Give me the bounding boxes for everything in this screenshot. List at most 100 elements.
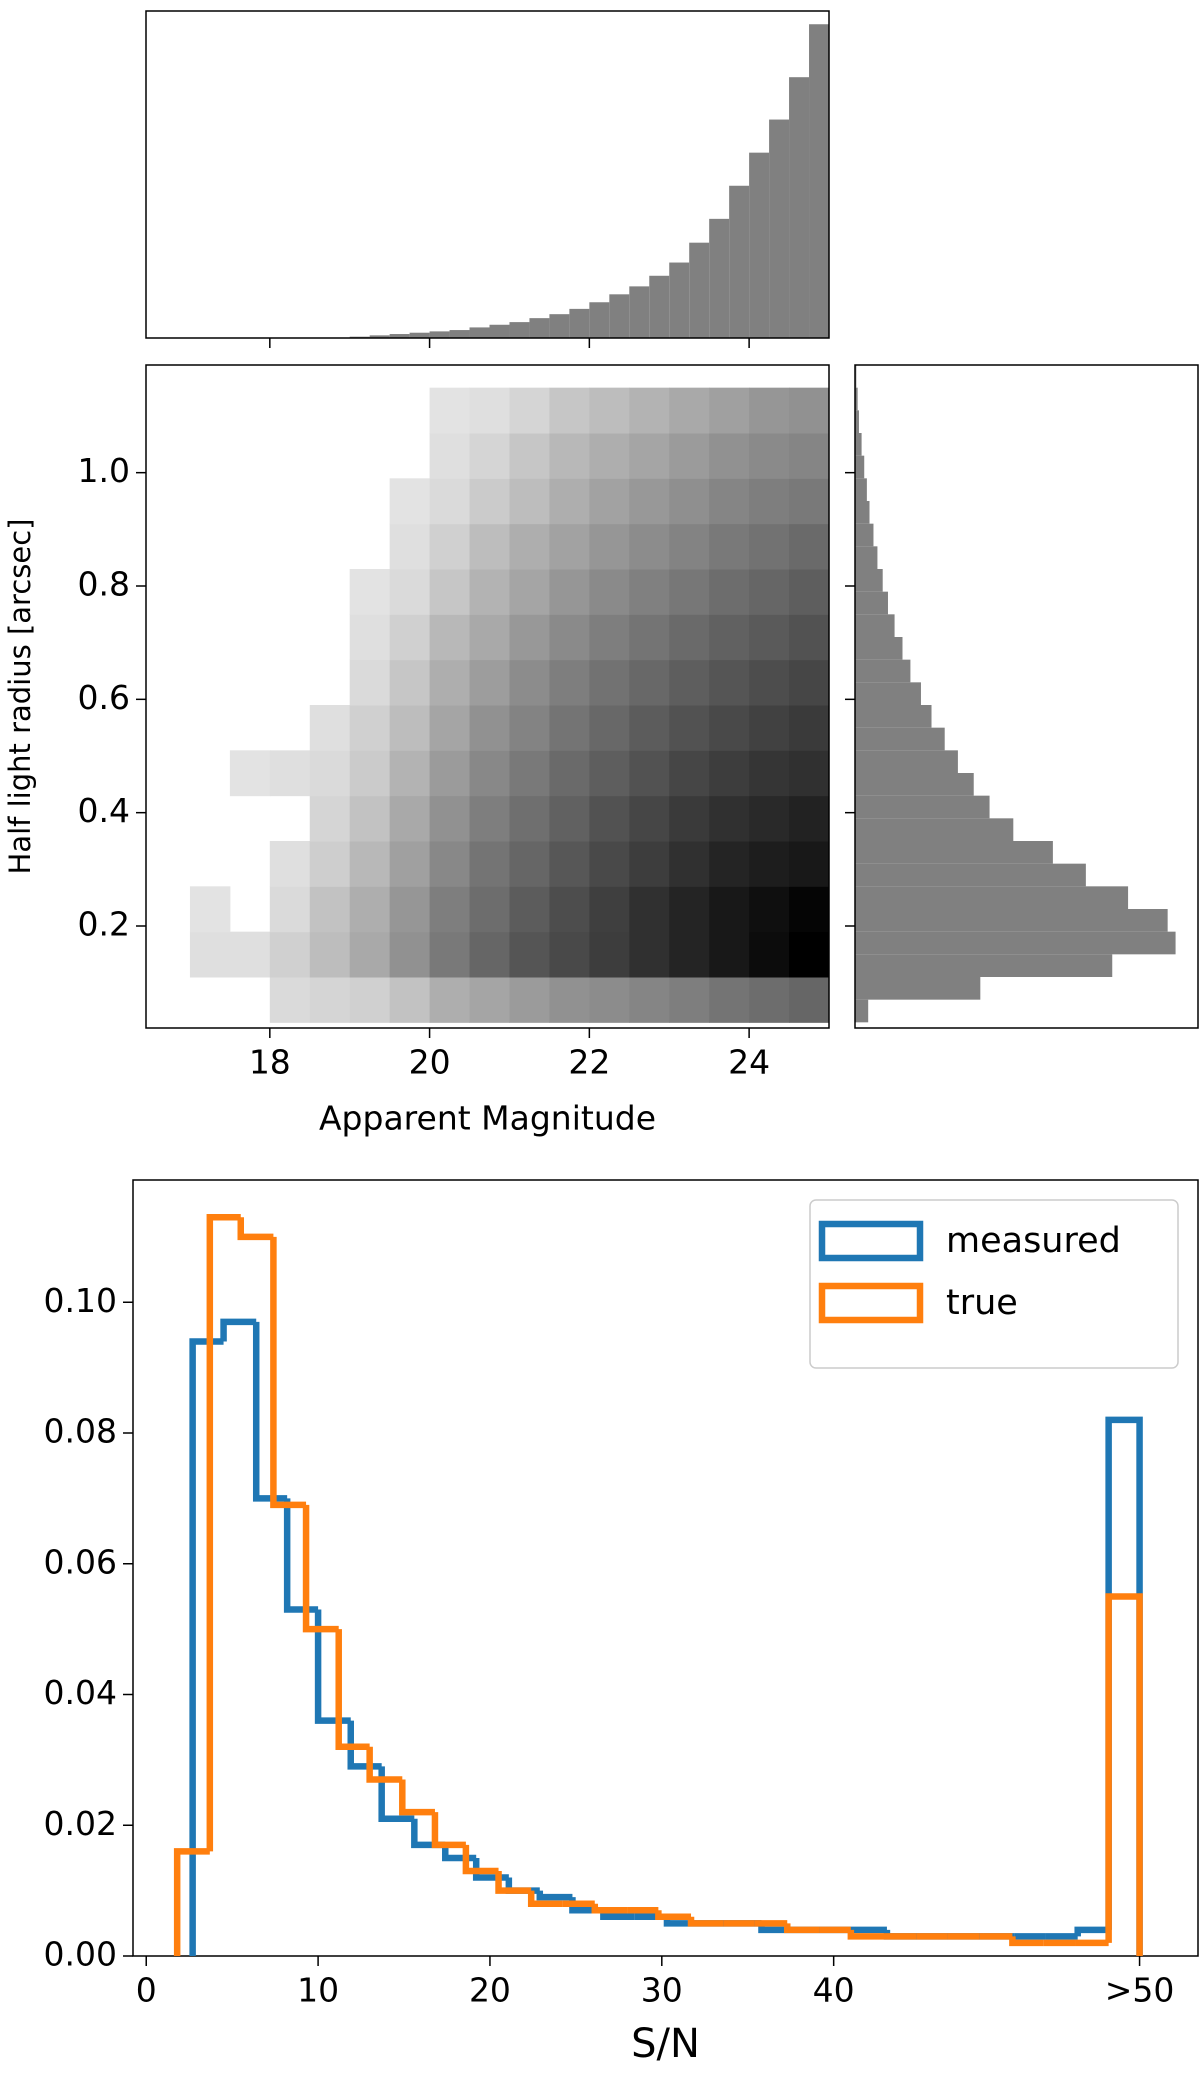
heatmap-cell — [429, 614, 471, 661]
heatmap-cell — [549, 931, 590, 978]
heatmap-cell — [549, 478, 590, 525]
heatmap-cell — [269, 750, 311, 797]
x-tick-label: 40 — [813, 1971, 855, 2010]
heatmap-cell — [749, 387, 790, 434]
heatmap-cell — [389, 523, 431, 570]
step-segment — [366, 1746, 403, 1783]
bar — [529, 318, 550, 338]
heatmap-cell — [429, 841, 471, 887]
step-segment — [302, 1504, 339, 1633]
y-tick-label: 0.2 — [78, 905, 130, 944]
bar — [789, 77, 810, 338]
heatmap-cell — [429, 659, 471, 706]
heatmap-cell — [589, 795, 630, 842]
bar — [429, 331, 450, 338]
heatmap-cell — [749, 841, 790, 887]
heatmap-cell — [509, 614, 550, 661]
heatmap-cell — [669, 387, 710, 434]
step-segment — [283, 1498, 319, 1613]
bar — [709, 218, 730, 338]
heatmap-cell — [309, 705, 351, 751]
heatmap-cell — [549, 659, 590, 706]
heatmap-cell — [669, 614, 710, 661]
step-segment — [847, 1929, 884, 1940]
heatmap-cell — [629, 795, 670, 842]
heatmap-cell — [469, 569, 510, 615]
heatmap-cell — [629, 931, 670, 978]
axes-frame — [854, 364, 1199, 1029]
heatmap-cell — [549, 523, 590, 570]
heatmap-cell — [589, 750, 630, 797]
heatmap-cell — [389, 841, 431, 887]
heatmap-cell — [709, 387, 750, 434]
bar — [689, 242, 710, 338]
y-tick-label: 0.8 — [78, 565, 130, 604]
axes-frame — [145, 364, 830, 1029]
heatmap-cell — [469, 614, 510, 661]
heatmap-cell — [589, 433, 630, 479]
heatmap-cell — [469, 977, 510, 1023]
step-segment — [399, 1779, 435, 1816]
heatmap-cell — [709, 795, 750, 842]
step-segment — [784, 1923, 820, 1934]
y-tick-label: 0.10 — [44, 1281, 117, 1320]
bar — [855, 591, 888, 615]
heatmap-cell — [469, 433, 510, 479]
legend-box — [809, 1199, 1179, 1369]
y-tick-label: 0.06 — [44, 1542, 117, 1581]
heatmap-cell — [629, 841, 670, 887]
heatmap-cell — [669, 977, 710, 1023]
axes-frame — [132, 1179, 1199, 1957]
x-tick-label: 22 — [568, 1043, 610, 1082]
heatmap-cell — [789, 569, 830, 615]
heatmap-cell — [509, 750, 550, 797]
heatmap-cell — [229, 931, 271, 978]
bar — [855, 795, 990, 819]
heatmap-cell — [309, 931, 351, 978]
heatmap-cell — [749, 433, 790, 479]
y-tick-label: 0.4 — [78, 791, 130, 830]
heatmap-cell — [629, 886, 670, 933]
legend-label: measured — [946, 1221, 1121, 1261]
bar — [449, 330, 470, 338]
heatmap-cell — [789, 433, 830, 479]
heatmap-cell — [589, 569, 630, 615]
heatmap-cell — [789, 750, 830, 797]
heatmap-cell — [429, 523, 471, 570]
heatmap-cell — [469, 931, 510, 978]
heatmap-cell — [669, 523, 710, 570]
bar — [855, 863, 1086, 887]
heatmap-cell — [789, 795, 830, 842]
heatmap-cell — [389, 659, 431, 706]
y-tick-label: 0.6 — [78, 678, 130, 717]
heatmap-cell — [669, 705, 710, 751]
heatmap-cell — [349, 750, 391, 797]
bar — [509, 322, 530, 338]
heatmap-cell — [269, 841, 311, 887]
heatmap-cell — [509, 387, 550, 434]
heatmap-cell — [309, 795, 351, 842]
heatmap-cell — [349, 795, 391, 842]
bar — [855, 727, 945, 751]
bar — [855, 931, 1176, 955]
heatmap-cell — [549, 705, 590, 751]
heatmap-cell — [269, 977, 311, 1023]
heatmap-cell — [789, 614, 830, 661]
heatmap-cell — [709, 478, 750, 525]
step-segment — [189, 1338, 224, 1956]
heatmap-cell — [589, 886, 630, 933]
x-axis-label: Apparent Magnitude — [319, 1099, 656, 1138]
heatmap-cell — [709, 750, 750, 797]
heatmap-cell — [549, 614, 590, 661]
heatmap-cell — [549, 433, 590, 479]
heatmap-cell — [709, 931, 750, 978]
heatmap-cell — [429, 977, 471, 1023]
heatmap-cell — [429, 569, 471, 615]
x-tick-label: 18 — [249, 1043, 291, 1082]
x-tick-label: >50 — [1105, 1971, 1175, 2010]
heatmap-cell — [469, 705, 510, 751]
heatmap-cell — [309, 750, 351, 797]
x-tick-label: 10 — [297, 1971, 339, 2010]
bar — [855, 478, 867, 501]
bar — [389, 334, 410, 338]
